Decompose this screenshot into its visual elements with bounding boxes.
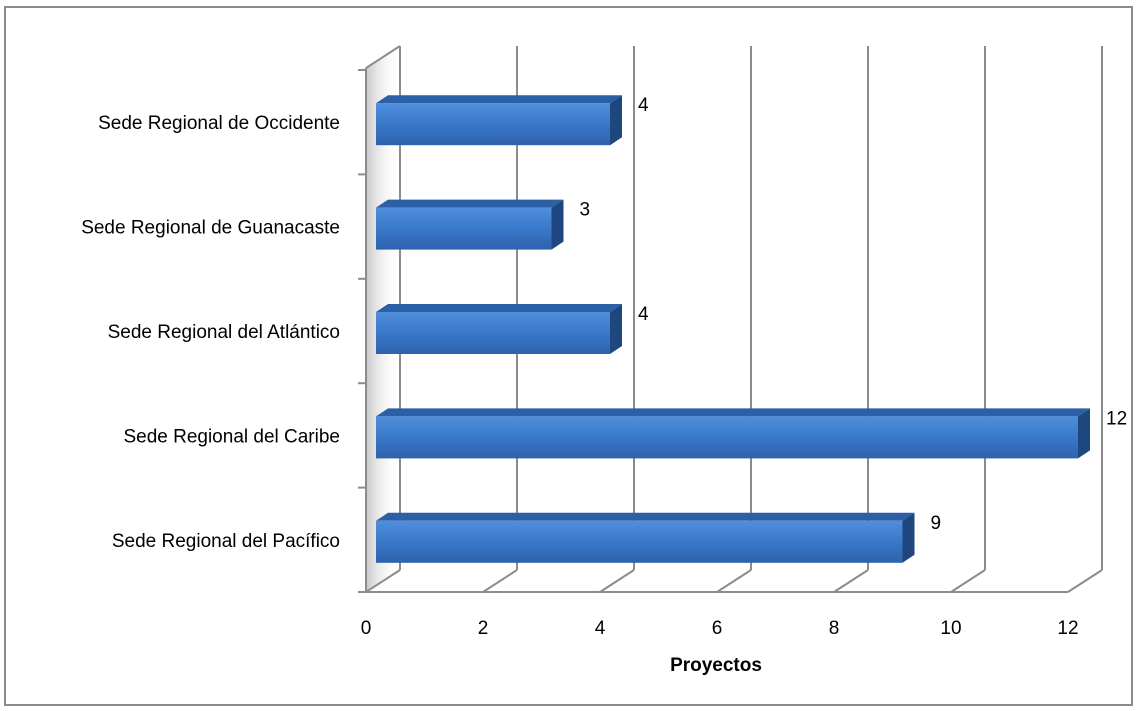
- bar: [376, 408, 1090, 459]
- data-label: 3: [580, 200, 591, 221]
- x-tick-label: 2: [478, 618, 489, 639]
- floor-gridline: [1067, 569, 1103, 593]
- bar: [376, 512, 915, 563]
- floor-gridline: [950, 569, 986, 593]
- floor-gridline: [599, 569, 635, 593]
- category-label: Sede Regional del Caribe: [123, 426, 340, 447]
- bars: [376, 95, 1090, 563]
- bar-side-face: [902, 512, 915, 563]
- bar-top-face: [376, 199, 564, 208]
- floor-gridline: [833, 569, 869, 593]
- bar-side-face: [610, 304, 622, 354]
- floor-gridline: [482, 569, 518, 593]
- bar-front-face: [376, 207, 552, 250]
- floor-gridline: [365, 569, 401, 593]
- x-tick-label: 12: [1057, 618, 1078, 639]
- bar-front-face: [376, 416, 1078, 459]
- bar-front-face: [376, 103, 610, 146]
- category-label: Sede Regional del Atlántico: [108, 322, 340, 343]
- data-label: 9: [931, 513, 942, 534]
- labels: 0 2 4 6 8 10 12 4 Sede Regional de Occidente 3 Sed…: [81, 95, 1127, 639]
- bar-top-face: [376, 408, 1090, 417]
- bar: [376, 199, 564, 250]
- bar-top-face: [376, 512, 915, 521]
- x-axis-title: Proyectos: [670, 655, 762, 676]
- bar-front-face: [376, 520, 903, 563]
- bar-side-face: [1078, 408, 1090, 459]
- bar: [376, 304, 622, 354]
- x-tick-label: 4: [595, 618, 606, 639]
- category-label: Sede Regional del Pacífico: [112, 531, 340, 552]
- data-label: 4: [638, 304, 649, 325]
- bar-top-face: [376, 304, 622, 312]
- bar-side-face: [610, 95, 622, 146]
- x-tick-label: 10: [940, 618, 961, 639]
- floor-gridline: [716, 569, 752, 593]
- bar-front-face: [376, 312, 610, 354]
- data-label: 4: [638, 95, 649, 116]
- x-tick-label: 6: [712, 618, 723, 639]
- x-tick-label: 8: [829, 618, 840, 639]
- bar: [376, 95, 622, 146]
- category-label: Sede Regional de Occidente: [98, 113, 340, 134]
- data-label: 12: [1106, 408, 1127, 429]
- x-tick-label: 0: [361, 618, 372, 639]
- category-label: Sede Regional de Guanacaste: [81, 218, 340, 239]
- bar-side-face: [551, 199, 564, 250]
- bar-top-face: [376, 95, 622, 104]
- wall-top-edge: [365, 45, 401, 69]
